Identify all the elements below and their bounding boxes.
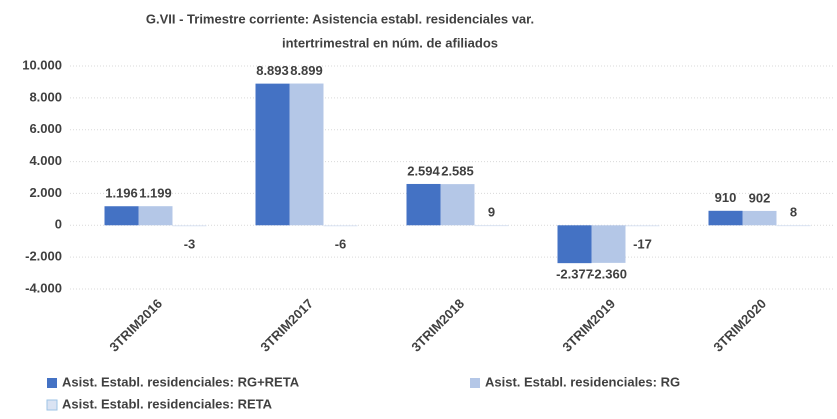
y-tick-label: 0 bbox=[55, 217, 62, 232]
value-label: -2.360 bbox=[590, 266, 627, 281]
legend-swatch bbox=[47, 378, 57, 388]
x-tick-label: 3TRIM2017 bbox=[257, 296, 316, 355]
bar bbox=[289, 83, 324, 226]
bar bbox=[323, 225, 358, 227]
bar bbox=[406, 183, 441, 226]
y-tick-label: 2.000 bbox=[29, 185, 62, 200]
value-label: -3 bbox=[184, 237, 196, 252]
x-tick-label: 3TRIM2020 bbox=[710, 296, 769, 355]
bar bbox=[138, 206, 173, 226]
y-tick-label: 4.000 bbox=[29, 153, 62, 168]
y-tick-label: -2.000 bbox=[25, 249, 62, 264]
chart-title: intertrimestral en núm. de afiliados bbox=[282, 35, 498, 50]
y-tick-label: 10.000 bbox=[22, 57, 62, 72]
legend-label: Asist. Establ. residenciales: RG+RETA bbox=[62, 374, 300, 389]
legend-swatch bbox=[46, 399, 58, 411]
bar bbox=[255, 83, 290, 226]
chart-title: G.VII - Trimestre corriente: Asistencia … bbox=[146, 11, 534, 26]
legend-label: Asist. Establ. residenciales: RG bbox=[485, 374, 680, 389]
bar bbox=[625, 225, 660, 227]
value-label: 8 bbox=[790, 205, 797, 220]
value-label: 910 bbox=[715, 190, 737, 205]
bar bbox=[742, 210, 777, 226]
value-label: 8.893 bbox=[256, 63, 289, 78]
bar bbox=[104, 206, 139, 226]
value-label: -17 bbox=[633, 237, 652, 252]
x-tick-label: 3TRIM2019 bbox=[559, 296, 618, 355]
value-label: 902 bbox=[749, 190, 771, 205]
value-label: -6 bbox=[335, 237, 347, 252]
value-label: 8.899 bbox=[290, 63, 323, 78]
bar bbox=[474, 225, 509, 227]
bar bbox=[172, 225, 207, 227]
legend-label: Asist. Establ. residenciales: RETA bbox=[62, 396, 273, 411]
value-label: 1.196 bbox=[105, 186, 138, 201]
value-label: -2.377 bbox=[556, 267, 593, 282]
legend-swatch bbox=[470, 378, 480, 388]
bar bbox=[776, 225, 811, 227]
bar bbox=[591, 225, 626, 263]
bar bbox=[708, 210, 743, 226]
bar bbox=[440, 184, 475, 226]
x-tick-label: 3TRIM2016 bbox=[106, 296, 165, 355]
value-label: 9 bbox=[488, 205, 495, 220]
y-tick-label: 8.000 bbox=[29, 89, 62, 104]
value-label: 1.199 bbox=[139, 186, 172, 201]
value-label: 2.594 bbox=[407, 163, 440, 178]
y-tick-label: -4.000 bbox=[25, 280, 62, 295]
y-tick-label: 6.000 bbox=[29, 121, 62, 136]
value-label: 2.585 bbox=[441, 164, 474, 179]
x-tick-label: 3TRIM2018 bbox=[408, 296, 467, 355]
bar bbox=[557, 225, 592, 264]
